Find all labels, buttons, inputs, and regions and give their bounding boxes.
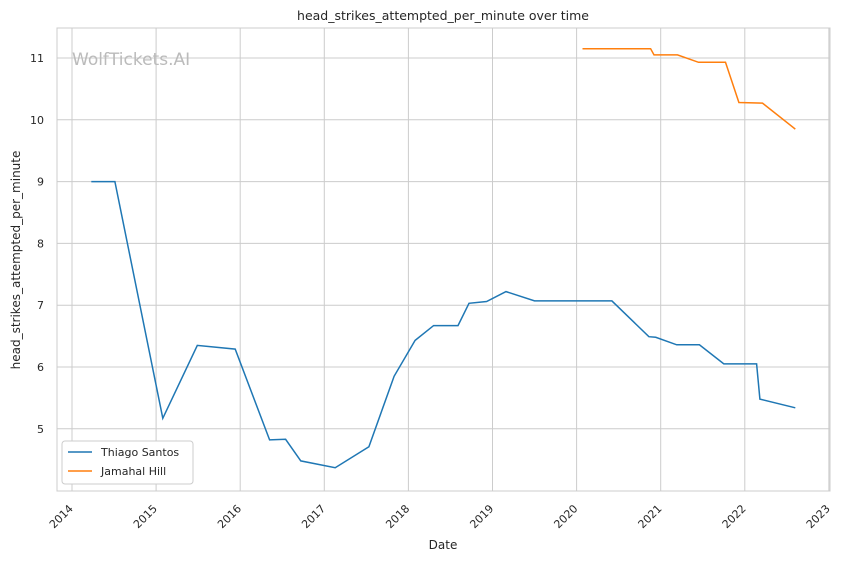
y-tick-label: 11 — [30, 52, 44, 65]
legend: Thiago Santos Jamahal Hill — [61, 440, 194, 485]
x-tick-label: 2016 — [215, 502, 244, 531]
y-tick-label: 7 — [37, 299, 44, 312]
y-tick-label: 9 — [37, 176, 44, 189]
x-tick-label: 2021 — [636, 502, 665, 531]
legend-label-jamahal-hill: Jamahal Hill — [100, 465, 166, 478]
x-tick-label: 2023 — [804, 502, 833, 531]
legend-label-thiago-santos: Thiago Santos — [100, 446, 179, 459]
plot-area — [56, 27, 831, 492]
y-tick-label: 5 — [37, 423, 44, 436]
series-line-thiago-santos — [91, 180, 796, 469]
y-tick-label: 10 — [30, 114, 44, 127]
x-tick-label: 2015 — [131, 502, 160, 531]
y-tick-label: 6 — [37, 361, 44, 374]
x-tick-label: 2022 — [720, 502, 749, 531]
x-tick-label: 2019 — [467, 502, 496, 531]
x-tick-label: 2020 — [551, 502, 580, 531]
y-axis-label: head_strikes_attempted_per_minute — [9, 151, 23, 370]
x-tick-label: 2014 — [47, 502, 76, 531]
x-tick-label: 2017 — [299, 502, 328, 531]
y-tick-label: 8 — [37, 237, 44, 250]
chart-title: head_strikes_attempted_per_minute over t… — [297, 8, 589, 23]
x-axis-label: Date — [429, 538, 458, 552]
series-line-jamahal-hill — [582, 47, 796, 130]
x-tick-label: 2018 — [383, 502, 412, 531]
watermark: WolfTickets.AI — [72, 50, 190, 70]
